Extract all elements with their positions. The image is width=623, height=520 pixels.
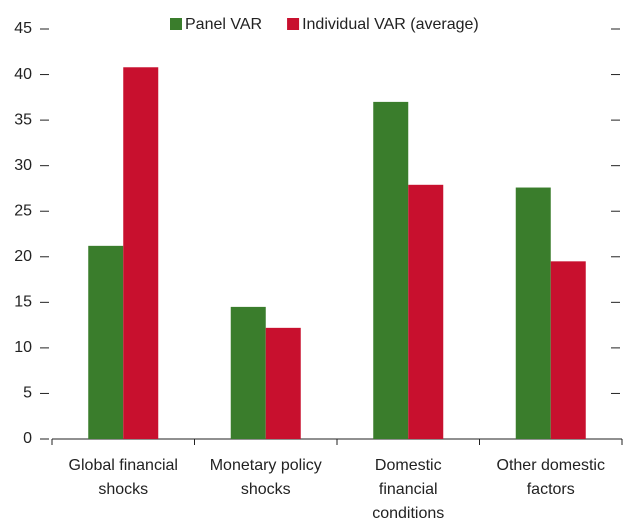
x-tick-label: Monetary policy shocks	[210, 457, 322, 498]
legend-label: Panel VAR	[185, 16, 262, 33]
y-tick-label: 15	[14, 294, 32, 311]
bar	[515, 187, 551, 439]
y-tick-label: 20	[14, 248, 32, 265]
y-tick-label: 35	[14, 111, 32, 128]
x-tick-label: Other domestic factors	[497, 457, 605, 498]
y-tick-label: 0	[23, 430, 32, 447]
bar	[88, 245, 124, 439]
legend-swatch	[170, 18, 182, 30]
legend-swatch	[287, 18, 300, 30]
bar	[265, 327, 301, 439]
y-tick-label: 45	[14, 20, 32, 37]
y-tick-label: 10	[14, 339, 32, 356]
bar	[408, 184, 444, 439]
bar	[550, 261, 586, 439]
y-tick-label: 5	[23, 385, 32, 402]
x-tick-label: Domestic financial conditions	[372, 457, 444, 520]
bar	[123, 67, 159, 440]
legend-label: Individual VAR (average)	[302, 16, 479, 33]
x-tick-label: Global financial shocks	[69, 457, 178, 498]
y-tick-label: 25	[14, 202, 32, 219]
bar	[373, 101, 409, 439]
y-tick-label: 40	[14, 66, 32, 83]
bar	[230, 306, 266, 439]
y-tick-label: 30	[14, 157, 32, 174]
